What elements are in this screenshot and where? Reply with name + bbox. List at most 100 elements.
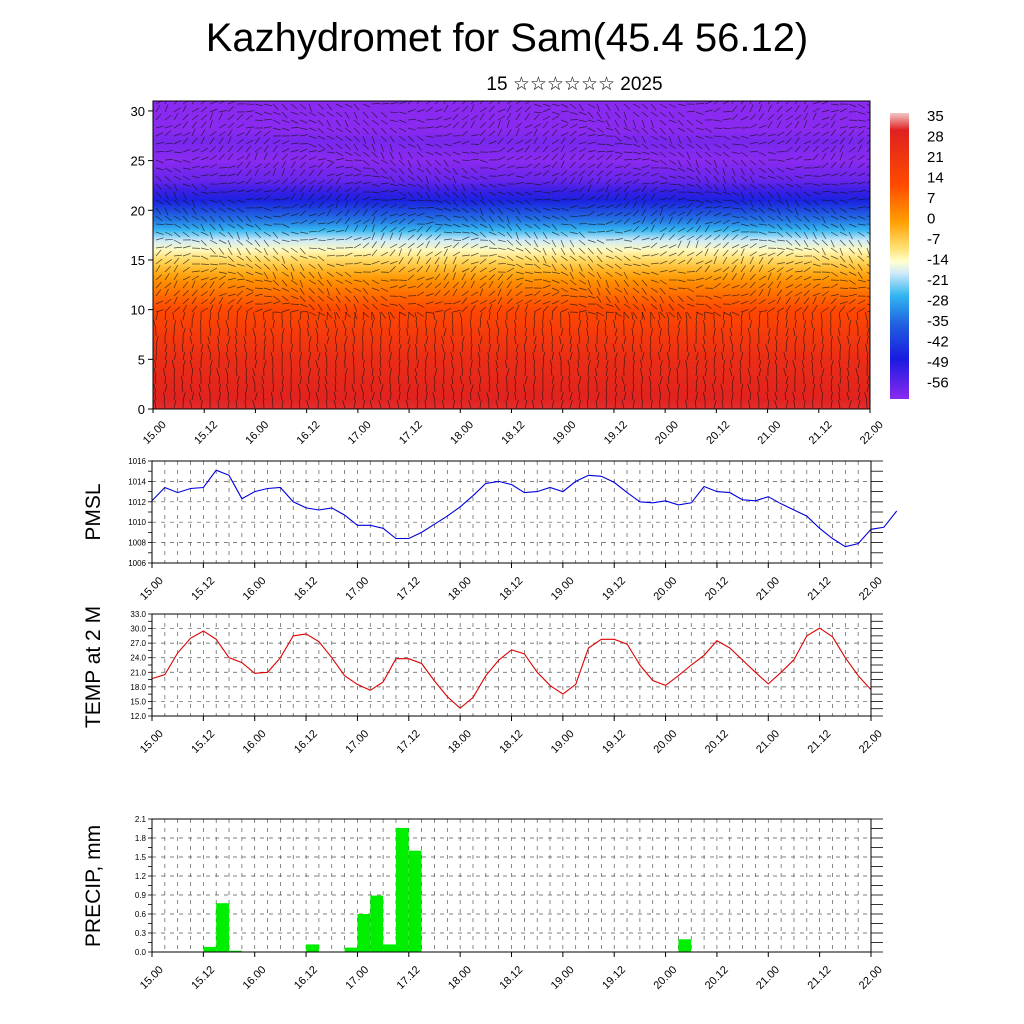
ytick-label: 0.3	[135, 929, 147, 938]
xtick-label: 19.12	[600, 728, 628, 756]
ytick-label: 30.0	[130, 625, 146, 634]
heatmap-xtick-label: 21.12	[807, 419, 835, 447]
ytick-label: 0.0	[135, 948, 147, 957]
heatmap-ytick-label: 30	[131, 104, 145, 119]
grid	[152, 613, 871, 717]
heatmap-xtick-label: 15.12	[192, 419, 220, 447]
chart-subtitle: 15 ☆☆☆☆☆☆ 2025	[486, 74, 663, 95]
heatmap-ytick-label: 25	[131, 154, 145, 169]
xtick-label: 21.00	[754, 575, 782, 603]
heatmap-xtick-label: 18.00	[448, 419, 476, 447]
panel-frame	[151, 613, 872, 717]
grid	[152, 818, 871, 953]
ytick-label: 1012	[128, 498, 146, 507]
xtick-label: 17.00	[343, 728, 371, 756]
heatmap-xtick-label: 17.00	[346, 419, 374, 447]
ylabel: PRECIP, mm	[82, 825, 105, 947]
colorbar-label: -21	[927, 272, 949, 289]
heatmap-ytick-label: 5	[138, 352, 145, 367]
precip-bar	[344, 947, 358, 952]
colorbar-label: 28	[927, 129, 944, 146]
xtick-label: 21.12	[806, 964, 834, 992]
ytick-label: 1.5	[135, 853, 147, 862]
xtick-label: 15.00	[138, 575, 166, 603]
ytick-label: 27.0	[130, 639, 146, 648]
precip-bar	[408, 850, 422, 952]
xtick-label: 19.12	[600, 964, 628, 992]
heatmap-ytick-label: 10	[131, 303, 145, 318]
xtick-label: 17.12	[395, 728, 423, 756]
heatmap-xtick-label: 16.12	[295, 419, 323, 447]
ytick-label: 21.0	[130, 668, 146, 677]
colorbar-label: -42	[927, 334, 949, 351]
xtick-label: 16.12	[292, 964, 320, 992]
heatmap-ytick-label: 15	[131, 253, 145, 268]
heatmap-xtick-label: 20.00	[653, 419, 681, 447]
ytick-label: 1010	[128, 518, 146, 527]
ytick-label: 0.9	[135, 891, 147, 900]
precip-panel: 0.0 0.3 0.6 0.9 1.2 1.5 1.8 2.1 15.00 15.12 16.00 1…	[82, 815, 885, 992]
wind-vectors	[153, 101, 870, 409]
colorbar-label: -28	[927, 293, 949, 310]
colorbar-label: -35	[927, 313, 949, 330]
xtick-label: 19.00	[549, 964, 577, 992]
precip-bar	[306, 944, 319, 952]
xtick-label: 18.00	[446, 964, 474, 992]
xtick-label: 20.00	[651, 964, 679, 992]
xtick-label: 16.00	[241, 964, 269, 992]
xtick-label: 15.12	[189, 575, 217, 603]
colorbar-scale	[890, 113, 909, 399]
pmsl-panel: 1006 1008 1010 1012 1014 1016 15.00 15.12 16.00 1…	[82, 457, 898, 603]
xtick-label: 17.12	[395, 964, 423, 992]
xtick-label: 21.12	[806, 728, 834, 756]
xtick-label: 20.00	[651, 728, 679, 756]
precip-bar	[357, 914, 371, 952]
ytick-label: 1.2	[135, 872, 147, 881]
ytick-label: 12.0	[130, 712, 146, 721]
xtick-label: 18.12	[497, 575, 525, 603]
precip-bar	[395, 827, 409, 952]
xtick-label: 19.12	[600, 575, 628, 603]
xtick-label: 18.00	[446, 575, 474, 603]
xtick-label: 21.00	[754, 728, 782, 756]
colorbar-label: -56	[927, 375, 949, 392]
xtick-label: 16.12	[292, 575, 320, 603]
precip-bar	[678, 939, 692, 952]
xtick-label: 20.00	[651, 575, 679, 603]
colorbar-label: -49	[927, 354, 949, 371]
ytick-label: 1006	[128, 559, 146, 568]
colorbar-label: 7	[927, 190, 935, 207]
precip-bar	[383, 944, 396, 952]
xtick-label: 21.00	[754, 964, 782, 992]
ytick-label: 1016	[128, 457, 146, 466]
xtick-label: 20.12	[703, 575, 731, 603]
precip-bar	[229, 950, 242, 952]
xtick-label: 18.00	[446, 728, 474, 756]
xtick-label: 15.12	[189, 728, 217, 756]
xtick-label: 22.00	[857, 575, 885, 603]
xtick-label: 17.12	[395, 575, 423, 603]
xtick-label: 16.00	[241, 728, 269, 756]
xtick-label: 19.00	[549, 728, 577, 756]
xtick-label: 15.00	[138, 728, 166, 756]
heatmap-xtick-label: 17.12	[397, 419, 425, 447]
ytick-label: 15.0	[130, 697, 146, 706]
xtick-label: 18.12	[497, 728, 525, 756]
ytick-label: 18.0	[130, 683, 146, 692]
panel-frame	[151, 460, 872, 564]
ytick-label: 2.1	[135, 815, 147, 824]
ylabel: TEMP at 2 M	[82, 606, 105, 728]
xtick-label: 16.00	[241, 575, 269, 603]
colorbar-label: 14	[927, 170, 944, 187]
xtick-label: 15.00	[138, 964, 166, 992]
chart-title: Kazhydromet for Sam(45.4 56.12)	[205, 16, 809, 60]
heatmap-xtick-label: 19.12	[602, 419, 630, 447]
ytick-label: 24.0	[130, 654, 146, 663]
heatmap-xtick-label: 22.00	[858, 419, 886, 447]
heatmap-xtick-label: 19.00	[551, 419, 579, 447]
heatmap-xtick-label: 15.00	[141, 419, 169, 447]
precip-bar	[216, 903, 229, 952]
xtick-label: 21.12	[806, 575, 834, 603]
colorbar-label: -14	[927, 252, 949, 269]
